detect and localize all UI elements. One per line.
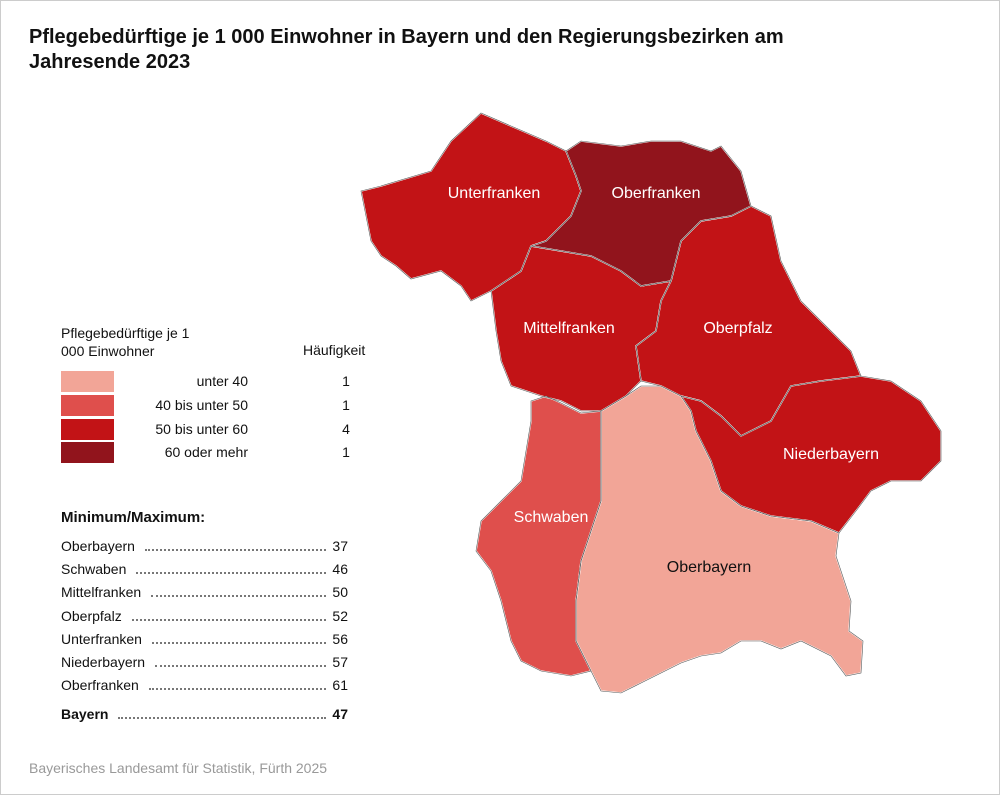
region-label: Schwaben [514,509,589,526]
title: Pflegebedürftige je 1 000 Einwohner in B… [29,26,784,73]
region-border [680,375,942,534]
minmax-row: Schwaben 46 [61,561,348,577]
region-label: Oberpfalz [703,320,772,337]
region-label: Unterfranken [448,185,541,202]
leader [131,618,327,621]
region-label: Niederbayern [783,446,879,463]
legend-count: 1 [342,397,350,413]
legend-label: 40 bis unter 50 [155,397,248,413]
region-value: 57 [332,654,348,670]
region-name: Oberfranken [61,677,139,694]
region-border [530,140,752,287]
legend-count: 4 [342,421,350,437]
region-name: Oberpfalz [61,607,122,624]
minmax-row: Bayern 47 [61,706,348,722]
leader [151,595,327,598]
region-value: 50 [332,584,348,601]
region-value: 61 [332,677,348,694]
region-value: 47 [332,706,348,722]
minmax-title: Minimum/Maximum: [61,509,206,526]
leader [148,688,327,691]
leader [136,572,327,575]
region-label: Oberbayern [667,559,752,576]
region-name: Oberbayern [61,538,135,554]
leader [144,549,327,551]
minmax-row: Niederbayern 57 [61,654,348,670]
legend-label: 60 oder mehr [164,444,248,460]
region-name: Unterfranken [61,630,142,647]
minmax-row: Unterfranken 56 [61,631,348,647]
leader [118,717,327,719]
legend-swatch [61,371,114,392]
leader [155,665,327,667]
minmax-row: Mittelfranken 50 [61,584,348,600]
region-value: 37 [332,538,348,554]
minmax-row: Oberbayern 37 [61,538,348,554]
legend-label: 50 bis unter 60 [155,421,248,437]
region-value: 46 [332,561,348,578]
region-label: Oberfranken [612,185,701,202]
minmax-row: Oberfranken 61 [61,677,348,693]
legend-swatch [61,419,114,440]
region-name: Niederbayern [61,654,146,670]
legend-swatch [61,395,114,416]
legend-label: unter 40 [196,373,248,389]
region-label: Mittelfranken [523,320,615,337]
region-value: 52 [332,607,348,624]
legend-count: 1 [342,444,350,460]
region-name: Schwaben [61,561,127,578]
legend-title: Pflegebedürftige je 1 000 Einwohner [61,325,190,359]
legend-count-header: Häufigkeit [303,342,366,358]
region-name: Mittelfranken [61,584,142,601]
region-border [475,395,602,677]
legend-swatch [61,442,114,463]
minmax-row: Oberpfalz 52 [61,608,348,624]
source: Bayerisches Landesamt für Statistik, Für… [29,760,328,776]
region-value: 56 [332,630,348,647]
leader [151,641,327,644]
legend-count: 1 [342,373,350,389]
region-name: Bayern [61,706,109,722]
